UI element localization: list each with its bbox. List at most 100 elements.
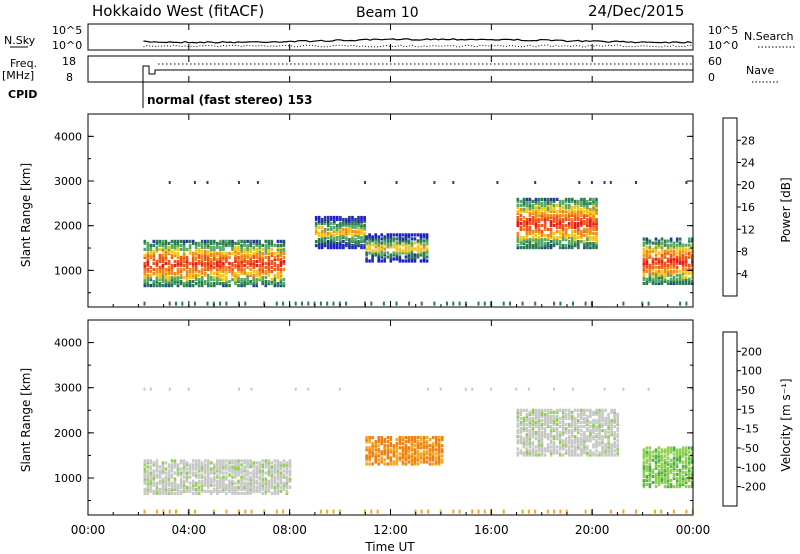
echo-cell bbox=[170, 267, 174, 272]
echo-cell bbox=[146, 259, 150, 264]
echo-cell bbox=[363, 231, 366, 236]
echo-cell bbox=[589, 201, 592, 205]
echo-cell bbox=[610, 447, 613, 451]
echo-cell bbox=[604, 422, 607, 427]
echo-cell bbox=[592, 205, 595, 209]
echo-cell bbox=[580, 451, 583, 455]
echo-cell bbox=[282, 469, 286, 473]
echo-cell bbox=[273, 282, 277, 286]
echo-cell bbox=[255, 247, 258, 251]
echo-cell bbox=[595, 238, 598, 242]
echo-cell bbox=[534, 223, 538, 228]
echo-cell bbox=[213, 475, 216, 479]
echo-cell bbox=[642, 464, 646, 468]
echo-cell bbox=[204, 489, 207, 493]
echo-cell bbox=[543, 431, 547, 435]
echo-cell bbox=[219, 461, 222, 465]
echo-cell bbox=[398, 452, 402, 456]
echo-cell bbox=[607, 449, 610, 453]
echo-cell bbox=[348, 229, 351, 234]
echo-cell bbox=[357, 234, 360, 238]
echo-cell bbox=[360, 229, 363, 234]
echo-cell bbox=[197, 255, 201, 259]
echo-cell bbox=[176, 269, 180, 274]
echo-cell bbox=[143, 247, 147, 251]
echo-cell bbox=[210, 257, 213, 262]
echo-cell bbox=[647, 387, 650, 391]
echo-cell bbox=[577, 412, 580, 416]
echo-cell bbox=[586, 445, 589, 449]
echo-cell bbox=[149, 255, 153, 259]
echo-cell bbox=[543, 433, 547, 437]
echo-cell bbox=[645, 452, 649, 456]
echo-cell bbox=[320, 246, 324, 250]
echo-cell bbox=[158, 247, 162, 251]
echo-cell bbox=[546, 236, 550, 240]
echo-cell bbox=[613, 433, 616, 437]
echo-cell bbox=[395, 446, 399, 450]
echo-cell bbox=[561, 420, 565, 425]
echo-cell bbox=[200, 259, 204, 264]
x-tick-label: 20:00 bbox=[575, 523, 610, 537]
echo-cell bbox=[273, 485, 277, 489]
echo-cell bbox=[206, 181, 209, 184]
echo-cell bbox=[167, 259, 171, 264]
echo-cell bbox=[564, 205, 568, 209]
echo-cell bbox=[164, 273, 168, 278]
echo-cell bbox=[410, 251, 414, 255]
echo-cell bbox=[360, 217, 363, 222]
echo-cell bbox=[534, 205, 538, 209]
echo-cell bbox=[282, 481, 286, 485]
echo-cell bbox=[666, 480, 670, 485]
echo-cell bbox=[222, 467, 225, 471]
echo-cell bbox=[657, 281, 661, 285]
echo-cell bbox=[258, 276, 261, 280]
echo-cell bbox=[176, 263, 180, 268]
echo-cell bbox=[540, 437, 544, 441]
echo-cell bbox=[431, 456, 435, 460]
echo-cell bbox=[146, 491, 150, 495]
echo-cell bbox=[688, 281, 691, 285]
echo-cell bbox=[301, 301, 303, 306]
echo-cell bbox=[279, 249, 283, 253]
echo-cell bbox=[173, 259, 177, 264]
echo-cell bbox=[225, 280, 228, 284]
echo-cell bbox=[267, 487, 271, 491]
echo-cell bbox=[170, 473, 174, 477]
echo-cell bbox=[333, 246, 336, 250]
cpid-label: CPID bbox=[8, 88, 37, 101]
echo-cell bbox=[213, 245, 216, 249]
echo-cell bbox=[146, 249, 150, 253]
echo-cell bbox=[678, 255, 682, 259]
echo-cell bbox=[678, 251, 682, 255]
echo-cell bbox=[368, 243, 371, 247]
echo-cell bbox=[663, 448, 667, 452]
echo-cell bbox=[255, 487, 258, 491]
echo-cell bbox=[246, 259, 249, 264]
echo-cell bbox=[249, 481, 252, 485]
echo-cell bbox=[651, 468, 655, 472]
echo-cell bbox=[534, 414, 538, 418]
echo-cell bbox=[525, 433, 529, 437]
echo-cell bbox=[161, 263, 165, 268]
echo-cell bbox=[519, 420, 523, 425]
echo-cell bbox=[210, 241, 213, 245]
echo-cell bbox=[531, 420, 535, 425]
echo-cell bbox=[327, 215, 330, 220]
echo-cell bbox=[543, 234, 547, 238]
echo-cell bbox=[231, 241, 234, 245]
echo-cell bbox=[577, 246, 580, 250]
echo-cell bbox=[571, 431, 574, 435]
echo-cell bbox=[243, 259, 246, 264]
echo-cell bbox=[264, 261, 268, 266]
echo-cell bbox=[182, 257, 186, 262]
echo-cell bbox=[374, 237, 377, 241]
echo-cell bbox=[555, 211, 559, 215]
echo-cell bbox=[398, 438, 402, 442]
echo-cell bbox=[549, 449, 553, 453]
echo-cell bbox=[589, 244, 592, 248]
echo-cell bbox=[525, 234, 529, 238]
echo-cell bbox=[555, 429, 559, 433]
echo-cell bbox=[176, 284, 180, 288]
echo-cell bbox=[586, 201, 589, 205]
